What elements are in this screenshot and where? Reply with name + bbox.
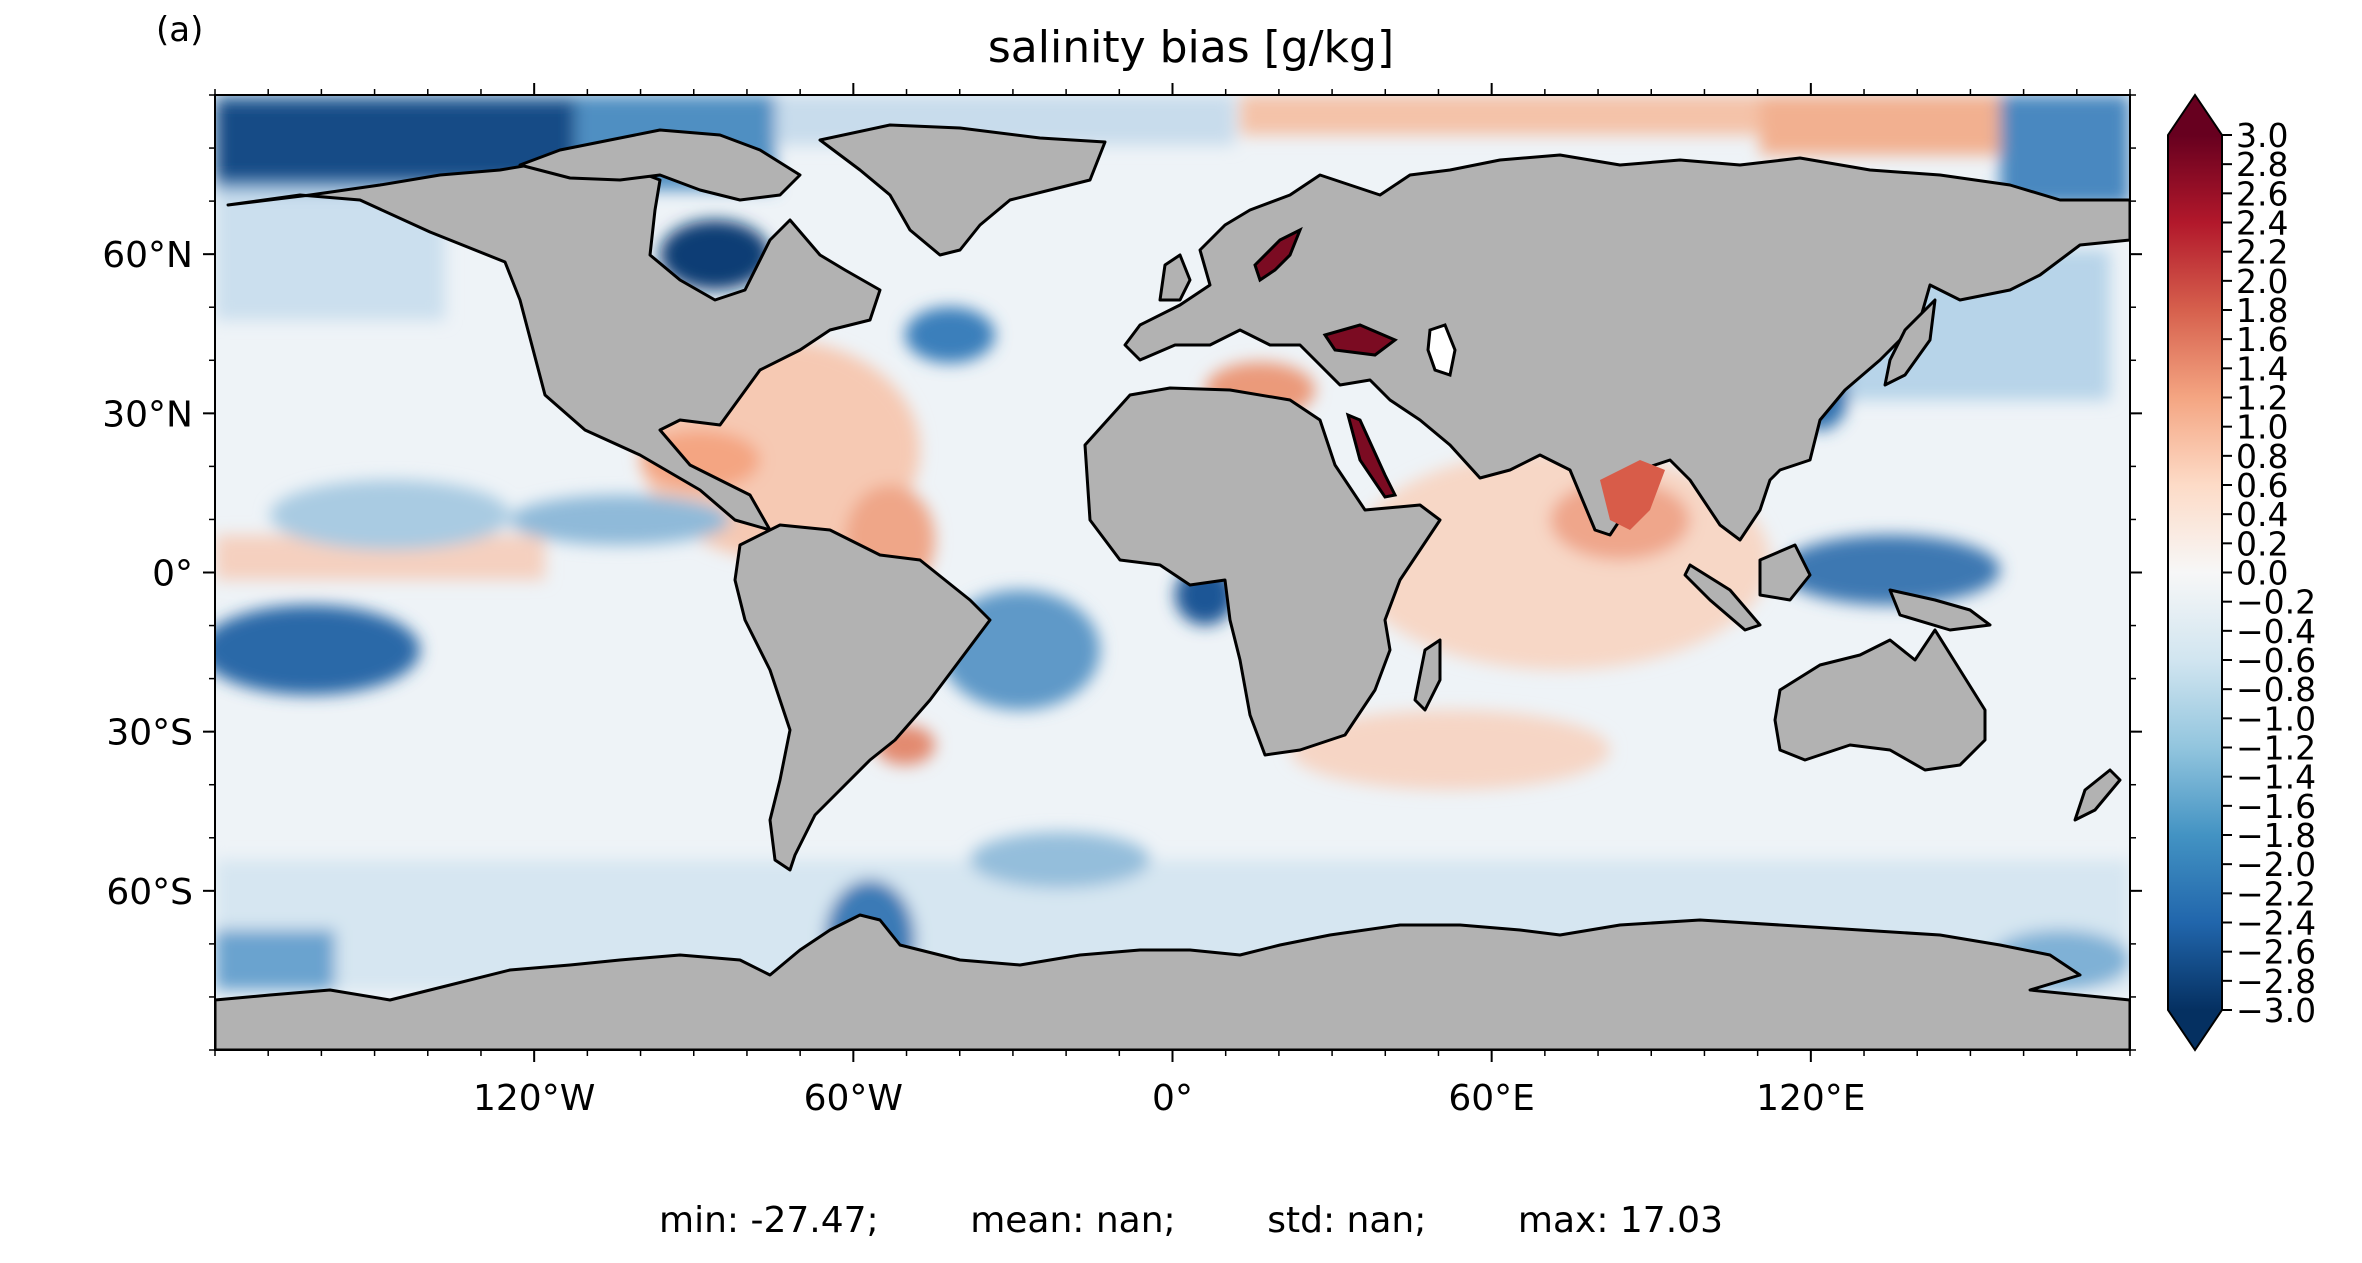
land-greenland (818, 123, 1107, 257)
colorbar-ticks: 3.02.82.62.42.22.01.81.61.41.21.00.80.60… (2222, 116, 2316, 1030)
colorbar-tick-label: 1.0 (2236, 408, 2288, 447)
colorbar-tick-label: −0.4 (2236, 612, 2316, 651)
colorbar-tick-label: 0.0 (2236, 554, 2288, 593)
colorbar-extend-min (2168, 1010, 2222, 1050)
colorbar-tick-label: −2.4 (2236, 904, 2316, 943)
longitude-axis: 120°W 60°W 0° 60°E 120°E (473, 83, 1866, 1119)
land-arctic-islands (518, 128, 802, 202)
land-new-guinea (1888, 588, 1992, 632)
lat-tick-label: 30°S (106, 713, 193, 754)
land-japan (1883, 298, 1937, 387)
latitude-axis: 60°N 30°N 0° 30°S 60°S (102, 235, 2142, 913)
colorbar-tick-label: −2.8 (2236, 962, 2316, 1001)
colorbar-tick-label: 1.6 (2236, 320, 2288, 359)
colorbar-tick-label: −0.2 (2236, 583, 2316, 622)
lon-tick-label: 120°W (473, 1078, 595, 1119)
sea-caspian (1426, 323, 1457, 377)
colorbar-tick-label: −1.4 (2236, 758, 2316, 797)
colorbar-tick-label: −0.8 (2236, 670, 2316, 709)
lon-tick-label: 60°W (804, 1078, 903, 1119)
colorbar-tick-label: 2.6 (2236, 174, 2288, 213)
lon-tick-label: 120°E (1756, 1078, 1865, 1119)
land-australia (1773, 628, 1987, 772)
land-uk (1158, 253, 1192, 302)
colorbar-gradient (2168, 135, 2222, 1010)
map-title: salinity bias [g/kg] (987, 22, 1395, 73)
map-area (215, 95, 2130, 1050)
colorbar-tick-label: 2.4 (2236, 204, 2288, 243)
colorbar: 3.02.82.62.42.22.01.81.61.41.21.00.80.60… (2167, 93, 2316, 1052)
lat-tick-label: 60°S (106, 872, 193, 913)
colorbar-tick-label: 1.2 (2236, 379, 2288, 418)
colorbar-tick-label: 2.0 (2236, 262, 2288, 301)
land-borneo (1758, 543, 1812, 602)
colorbar-tick-label: −1.6 (2236, 787, 2316, 826)
colorbar-extend-max (2168, 95, 2222, 135)
colorbar-tick-label: 3.0 (2236, 116, 2288, 155)
colorbar-tick-label: 2.2 (2236, 233, 2288, 272)
colorbar-tick-label: −2.6 (2236, 933, 2316, 972)
land-masses (215, 123, 2130, 1050)
colorbar-tick-label: −2.2 (2236, 874, 2316, 913)
colorbar-tick-label: −0.6 (2236, 641, 2316, 680)
sea-baltic (1253, 226, 1303, 283)
sea-red (1345, 412, 1398, 499)
sea-black (1322, 323, 1398, 357)
colorbar-tick-label: 0.8 (2236, 437, 2288, 476)
land-sumatra (1683, 563, 1762, 632)
stats-line: min: -27.47; mean: nan; std: nan; max: 1… (659, 1200, 1723, 1241)
panel-label: (a) (156, 10, 204, 50)
land-new-zealand (2073, 768, 2122, 822)
colorbar-tick-label: −1.0 (2236, 699, 2316, 738)
colorbar-tick-label: −1.2 (2236, 729, 2316, 768)
colorbar-tick-label: 0.4 (2236, 495, 2288, 534)
land-africa (1083, 386, 1442, 757)
colorbar-tick-label: −2.0 (2236, 845, 2316, 884)
land-antarctica (215, 913, 2130, 1050)
land-madagascar (1413, 638, 1442, 712)
lon-tick-label: 60°E (1448, 1078, 1535, 1119)
colorbar-tick-label: 0.2 (2236, 524, 2288, 563)
colorbar-tick-label: 0.6 (2236, 466, 2288, 505)
colorbar-tick-label: 1.4 (2236, 349, 2288, 388)
colorbar-tick-label: 2.8 (2236, 145, 2288, 184)
enclosed-seas (1253, 226, 1665, 530)
colorbar-tick-label: −3.0 (2236, 991, 2316, 1030)
minor-ticks (209, 89, 2136, 1056)
colorbar-tick-label: −1.8 (2236, 816, 2316, 855)
land-south-america (733, 523, 992, 872)
colorbar-tick-label: 1.8 (2236, 291, 2288, 330)
land-eurasia (1123, 153, 2130, 542)
lat-tick-label: 0° (152, 554, 193, 595)
lat-tick-label: 60°N (102, 235, 193, 276)
lon-tick-label: 0° (1152, 1078, 1193, 1119)
lat-tick-label: 30°N (102, 394, 193, 435)
sea-bay-of-bengal (1600, 460, 1665, 530)
